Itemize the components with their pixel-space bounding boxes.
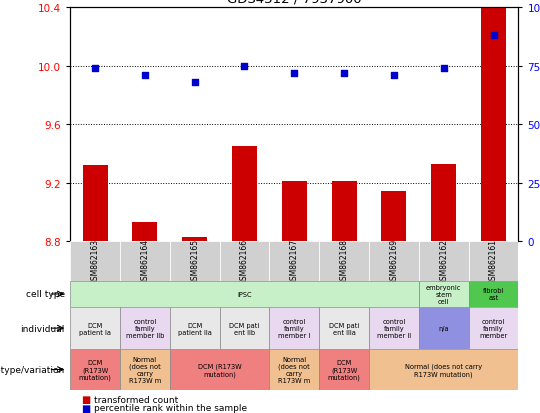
Text: genotype/variation: genotype/variation	[0, 365, 65, 374]
Text: GSM862169: GSM862169	[389, 238, 399, 284]
Bar	[183, 237, 207, 242]
Text: DCM (R173W
mutation): DCM (R173W mutation)	[198, 363, 241, 377]
Point	[440, 66, 448, 72]
Bar	[469, 281, 518, 308]
Text: control
family
member II: control family member II	[377, 318, 411, 338]
Bar	[269, 349, 319, 390]
Bar	[369, 242, 419, 281]
Bar	[70, 242, 120, 281]
Bar	[170, 308, 220, 349]
Bar	[120, 308, 170, 349]
Text: GSM862164: GSM862164	[140, 238, 150, 284]
Bar	[469, 242, 518, 281]
Text: transformed count: transformed count	[94, 395, 179, 404]
Point	[340, 70, 348, 77]
Bar	[170, 349, 269, 390]
Text: control
family
member: control family member	[480, 318, 508, 338]
Text: DCM pati
ent IIIa: DCM pati ent IIIa	[329, 322, 359, 335]
Text: Normal
(does not
carry
R173W m: Normal (does not carry R173W m	[278, 356, 310, 383]
Text: Normal (does not carry
R173W mutation): Normal (does not carry R173W mutation)	[405, 363, 482, 377]
Text: ■: ■	[81, 403, 90, 413]
Point	[290, 70, 299, 77]
Bar	[319, 349, 369, 390]
Bar	[419, 242, 469, 281]
Title: GDS4312 / 7937900: GDS4312 / 7937900	[227, 0, 362, 6]
Text: DCM
patient IIa: DCM patient IIa	[178, 322, 212, 335]
Point	[489, 33, 498, 40]
Bar	[269, 308, 319, 349]
Bar	[369, 308, 419, 349]
Bar	[132, 223, 157, 242]
Bar	[269, 242, 319, 281]
Bar	[220, 308, 269, 349]
Text: control
family
member IIb: control family member IIb	[126, 318, 164, 338]
Bar	[120, 349, 170, 390]
Text: GSM862163: GSM862163	[91, 238, 99, 284]
Bar	[319, 242, 369, 281]
Text: GSM862166: GSM862166	[240, 238, 249, 284]
Text: DCM pati
ent IIb: DCM pati ent IIb	[230, 322, 260, 335]
Bar	[170, 242, 220, 281]
Bar	[431, 164, 456, 242]
Point	[91, 66, 99, 72]
Bar	[332, 182, 356, 242]
Bar	[481, 0, 506, 242]
Text: control
family
member I: control family member I	[278, 318, 310, 338]
Text: GSM862167: GSM862167	[290, 238, 299, 284]
Text: DCM
patient Ia: DCM patient Ia	[79, 322, 111, 335]
Point	[389, 73, 398, 79]
Bar	[70, 308, 120, 349]
Text: iPSC: iPSC	[237, 291, 252, 297]
Text: GSM862165: GSM862165	[190, 238, 199, 284]
Bar	[120, 242, 170, 281]
Point	[191, 80, 199, 86]
Text: cell type: cell type	[26, 290, 65, 299]
Bar	[232, 147, 257, 242]
Text: fibrobl
ast: fibrobl ast	[483, 288, 504, 301]
Text: GSM862168: GSM862168	[340, 238, 349, 284]
Bar	[70, 349, 120, 390]
Bar	[469, 308, 518, 349]
Bar	[419, 281, 469, 308]
Bar	[369, 349, 518, 390]
Text: GSM862162: GSM862162	[439, 238, 448, 284]
Text: ■: ■	[81, 394, 90, 404]
Text: Normal
(does not
carry
R173W m: Normal (does not carry R173W m	[129, 356, 161, 383]
Text: GSM862161: GSM862161	[489, 238, 498, 284]
Bar	[282, 182, 307, 242]
Text: n/a: n/a	[438, 325, 449, 331]
Bar	[220, 242, 269, 281]
Text: DCM
(R173W
mutation): DCM (R173W mutation)	[328, 359, 361, 380]
Point	[140, 73, 149, 79]
Bar	[319, 308, 369, 349]
Bar	[419, 308, 469, 349]
Point	[240, 63, 249, 70]
Text: embryonic
stem
cell: embryonic stem cell	[426, 284, 461, 304]
Text: individual: individual	[21, 324, 65, 333]
Bar	[83, 166, 107, 242]
Bar	[381, 192, 406, 242]
Text: DCM
(R173W
mutation): DCM (R173W mutation)	[79, 359, 112, 380]
Bar	[70, 281, 419, 308]
Text: percentile rank within the sample: percentile rank within the sample	[94, 403, 248, 412]
